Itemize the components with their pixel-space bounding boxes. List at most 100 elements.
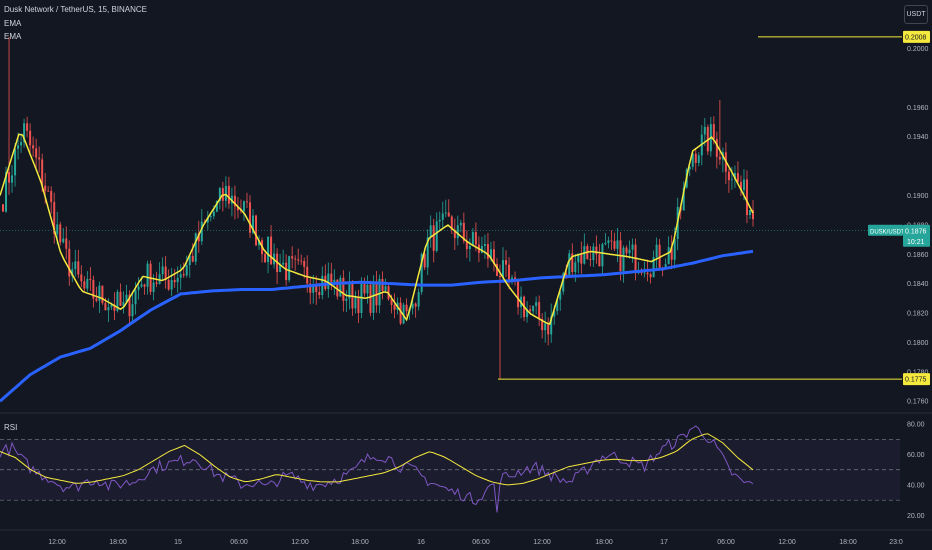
candle-body — [173, 279, 176, 283]
candle-body — [378, 278, 381, 306]
candle-body — [306, 266, 309, 284]
rsi-tick-label: 40.00 — [907, 482, 925, 489]
candle-body — [206, 217, 209, 223]
candle — [447, 199, 450, 217]
candle-body — [556, 299, 559, 312]
candle-body — [191, 255, 194, 262]
candle-body — [95, 298, 98, 301]
candle-body — [544, 323, 547, 331]
currency-button[interactable]: USDT — [904, 5, 928, 24]
candle-body — [218, 188, 221, 201]
candle-body — [80, 274, 83, 282]
candle — [26, 116, 29, 138]
y-tick-label: 0.2000 — [907, 46, 929, 53]
candle — [366, 275, 369, 304]
candle-body — [691, 153, 694, 167]
candle — [29, 123, 32, 155]
candle — [137, 277, 140, 300]
candle — [327, 262, 330, 298]
candle-body — [363, 284, 366, 294]
candle — [221, 181, 224, 212]
x-tick-label: 12:00 — [48, 539, 66, 546]
candle-body — [11, 175, 14, 183]
high-marker-tag — [903, 30, 930, 43]
candle-body — [471, 232, 474, 246]
candle-body — [393, 304, 396, 310]
y-tick-label: 0.1960 — [907, 105, 929, 112]
candle — [691, 152, 694, 170]
candle-body — [146, 263, 149, 287]
candle-body — [574, 262, 577, 273]
candle-body — [598, 254, 601, 267]
candle-body — [369, 284, 372, 313]
y-tick-label: 0.1900 — [907, 193, 929, 200]
candle-body — [429, 225, 432, 238]
x-tick-label: 12:00 — [291, 539, 309, 546]
candle — [357, 289, 360, 323]
candle-body — [59, 224, 62, 243]
candle-body — [122, 302, 125, 306]
candle — [736, 161, 739, 185]
symbol-tag-text: DUSK/USDT — [870, 229, 905, 235]
candle-body — [589, 259, 592, 261]
candle-body — [441, 213, 444, 220]
candle-body — [270, 236, 273, 265]
low-marker-value: 0.1775 — [905, 377, 927, 384]
candle-body — [285, 262, 288, 281]
candle-body — [288, 256, 291, 281]
candle — [592, 242, 595, 267]
candle-body — [727, 171, 730, 181]
candle-body — [209, 216, 212, 218]
candle-body — [345, 298, 348, 301]
candle-body — [462, 222, 465, 242]
candle-body — [465, 241, 468, 250]
rsi-line — [0, 425, 754, 513]
candle-body — [655, 244, 658, 258]
candle-body — [739, 181, 742, 191]
candle-body — [348, 282, 351, 299]
candle — [86, 271, 89, 292]
candle-body — [23, 123, 26, 143]
candle-body — [423, 253, 426, 268]
x-tick-label: 12:00 — [533, 539, 551, 546]
candle-body — [62, 238, 65, 243]
candle — [547, 317, 550, 346]
y-tick-label: 0.1860 — [907, 252, 929, 259]
candle-body — [580, 253, 583, 264]
candle-body — [342, 277, 345, 301]
candle-body — [161, 266, 164, 275]
candle-body — [495, 263, 498, 276]
candle — [89, 266, 92, 291]
candle — [715, 131, 718, 169]
candle — [158, 262, 161, 285]
candle — [71, 262, 74, 283]
candle-body — [279, 264, 282, 273]
candle — [59, 221, 62, 246]
ema-fast-label[interactable]: EMA — [4, 19, 22, 28]
candle — [101, 285, 104, 305]
candle — [598, 243, 601, 267]
candle-body — [736, 173, 739, 182]
candle-body — [508, 264, 511, 282]
candle-body — [715, 138, 718, 157]
candle-body — [140, 284, 143, 287]
y-tick-label: 0.1800 — [907, 340, 929, 347]
candle-body — [170, 279, 173, 290]
candle-body — [417, 292, 420, 307]
candle — [131, 291, 134, 324]
candle — [571, 243, 574, 277]
candle — [508, 257, 511, 290]
candle — [282, 249, 285, 268]
candle-body — [17, 145, 20, 149]
ema-slow-label[interactable]: EMA — [4, 32, 22, 41]
candle — [92, 275, 95, 308]
candle-body — [420, 253, 423, 293]
candle-body — [538, 302, 541, 319]
candle-body — [682, 187, 685, 211]
candle-body — [688, 166, 691, 170]
candle — [300, 254, 303, 265]
candle-body — [414, 303, 417, 307]
candle — [276, 248, 279, 285]
candle — [604, 233, 607, 246]
